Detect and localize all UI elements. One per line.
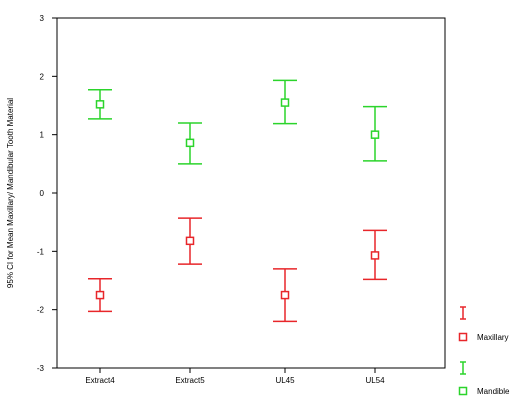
y-tick-label: 2	[40, 72, 45, 81]
series-marks	[88, 79, 387, 323]
y-axis-label: 95% CI for Mean Maxillary/ Mandibular To…	[6, 98, 15, 288]
y-tick-label: 0	[40, 189, 45, 198]
y-tick-label: 3	[40, 14, 45, 23]
y-tick-label: -3	[37, 364, 45, 373]
mean-marker-maxillary	[185, 236, 195, 246]
legend-marker-icon	[458, 386, 468, 396]
y-tick-label: -1	[37, 247, 45, 256]
plot-frame	[56, 17, 446, 369]
x-tick-label: UL54	[365, 376, 385, 385]
y-axis-ticks: 3 2 1 0 -1 -2 -3	[37, 14, 57, 373]
mean-marker-maxillary	[280, 290, 290, 300]
legend-label: Maxillary	[477, 333, 509, 342]
legend-marker-icon	[458, 332, 468, 342]
x-tick-label: UL45	[275, 376, 295, 385]
x-tick-label: Extract5	[175, 376, 205, 385]
mean-marker-mandible	[370, 130, 380, 139]
mean-marker-maxillary	[370, 251, 380, 260]
mean-marker-mandible	[280, 98, 290, 107]
x-axis-ticks: Extract4 Extract5 UL45 UL54	[85, 368, 385, 385]
legend-label: Mandible	[477, 387, 510, 396]
mean-marker-mandible	[185, 138, 195, 148]
x-tick-label: Extract4	[85, 376, 115, 385]
y-tick-label: 1	[40, 131, 45, 140]
y-tick-label: -2	[37, 306, 45, 315]
mean-marker-maxillary	[95, 290, 105, 300]
legend: Maxillary Mandible	[458, 306, 510, 396]
mean-marker-mandible	[95, 100, 105, 109]
